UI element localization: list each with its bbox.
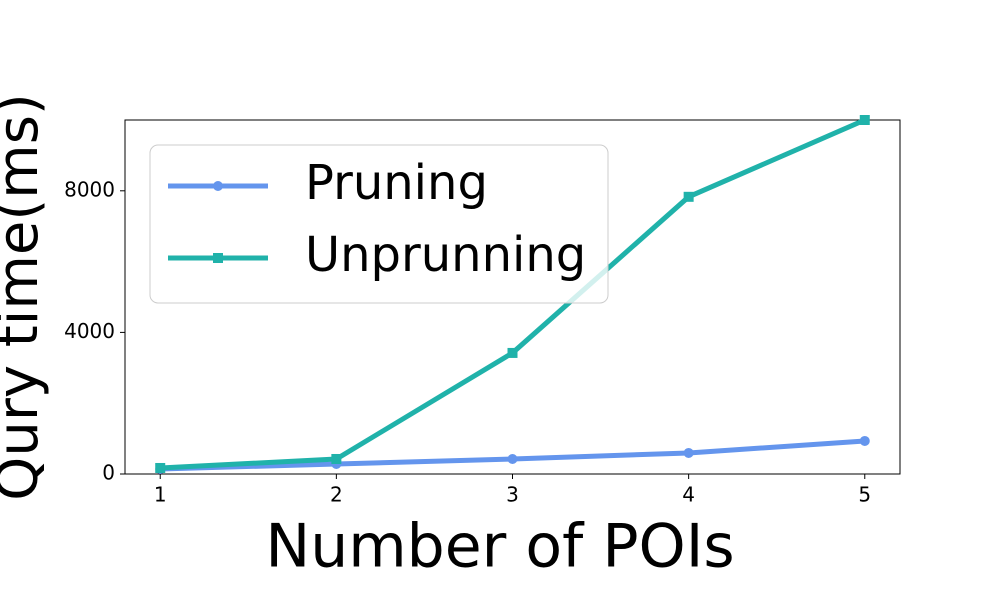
y-tick-label: 8000 (64, 177, 115, 201)
x-tick-label: 3 (506, 483, 519, 507)
x-axis-label: Number of POIs (265, 512, 734, 582)
marker (507, 453, 518, 464)
y-axis-label: Qury time(ms) (0, 93, 51, 500)
marker (859, 115, 870, 125)
x-tick-label: 1 (154, 483, 167, 507)
x-tick-label: 5 (858, 483, 871, 507)
y-tick-label: 0 (102, 461, 115, 485)
marker (683, 191, 694, 202)
legend-label: Pruning (305, 155, 488, 211)
y-tick-label: 4000 (64, 319, 115, 343)
x-tick-label: 2 (330, 483, 343, 507)
marker (331, 453, 342, 464)
legend-marker (213, 253, 223, 263)
marker (683, 447, 694, 458)
marker (507, 347, 518, 358)
marker (155, 462, 166, 473)
legend-label: Unprunning (305, 227, 586, 283)
legend-marker (213, 181, 223, 191)
x-tick-label: 4 (682, 483, 695, 507)
marker (859, 435, 870, 446)
